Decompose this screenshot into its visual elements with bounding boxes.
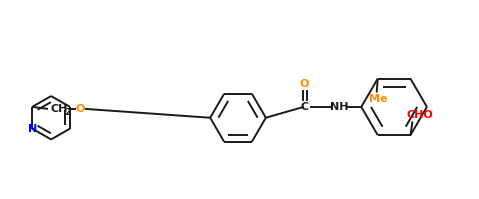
Text: O: O xyxy=(300,79,309,89)
Text: CH: CH xyxy=(50,104,68,114)
Text: 2: 2 xyxy=(64,108,70,117)
Text: O: O xyxy=(75,104,85,114)
Text: NH: NH xyxy=(330,102,349,112)
Text: CHO: CHO xyxy=(406,110,433,120)
Text: N: N xyxy=(27,124,37,134)
Text: C: C xyxy=(300,102,308,112)
Text: Me: Me xyxy=(369,94,388,104)
